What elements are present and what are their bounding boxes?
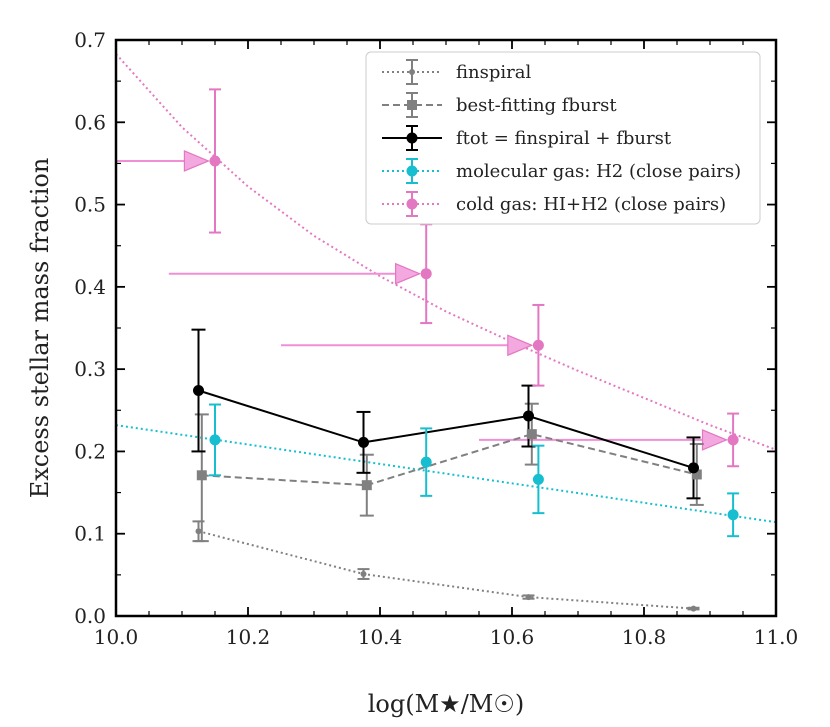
fburst-point [196, 470, 207, 481]
x-tick-label: 10.4 [358, 625, 403, 649]
legend-entry-fburst: best-fitting fburst [382, 92, 617, 118]
legend-label: cold gas: HI+H2 (close pairs) [456, 194, 726, 215]
molecular-gas-point [209, 434, 221, 446]
legend-entry-finspiral: finspiral [382, 59, 531, 85]
ftot-point [193, 385, 204, 397]
x-tick-label: 10.8 [622, 625, 667, 649]
x-axis-label: log(M★/M☉) [368, 690, 524, 718]
cold-gas-arrow-head [507, 334, 534, 357]
finspiral-point [525, 594, 532, 601]
legend-marker [406, 165, 418, 177]
fburst-point [361, 480, 372, 491]
legend-entry-cold-gas: cold gas: HI+H2 (close pairs) [382, 191, 726, 217]
cold-gas-point [727, 434, 739, 446]
cold-gas-point [209, 155, 221, 167]
y-tick-label: 0.0 [74, 604, 106, 628]
finspiral-point [360, 571, 367, 578]
y-tick-label: 0.1 [74, 522, 106, 546]
y-tick-label: 0.5 [74, 193, 106, 217]
legend-label: ftot = finspiral + fburst [456, 128, 672, 149]
legend-label: finspiral [456, 62, 531, 83]
legend-label: best-fitting fburst [456, 95, 617, 116]
legend-marker [407, 100, 417, 110]
cold-gas-fit-line [116, 53, 776, 451]
cold-gas-point [420, 268, 432, 280]
finspiral-point [690, 605, 697, 612]
cold-gas-arrow [168, 262, 422, 285]
finspiral-line [198, 530, 694, 610]
x-tick-label: 10.6 [490, 625, 535, 649]
legend-marker [406, 132, 418, 144]
ftot-point [358, 436, 369, 448]
legend-entry-molecular-gas: molecular gas: H2 (close pairs) [382, 158, 741, 184]
y-tick-label: 0.7 [74, 28, 106, 52]
x-tick-label: 11.0 [754, 625, 799, 649]
molecular-gas-point [420, 456, 432, 468]
finspiral-point [195, 528, 202, 535]
legend-box [365, 51, 761, 225]
cold-gas-arrow-head [183, 150, 210, 172]
molecular-gas-point [532, 473, 544, 485]
y-axis-label: Excess stellar mass fraction [26, 158, 54, 499]
cold-gas-arrow [479, 429, 729, 451]
legend-marker [409, 69, 415, 75]
cold-gas-arrow [116, 150, 210, 172]
y-tick-label: 0.4 [74, 275, 106, 299]
molecular-gas-fit-line [116, 424, 776, 524]
ftot-point [523, 410, 534, 422]
y-tick-label: 0.2 [74, 439, 106, 463]
x-tick-label: 10.2 [226, 625, 271, 649]
fburst-line [201, 433, 698, 487]
legend-label: molecular gas: H2 (close pairs) [456, 161, 741, 182]
cold-gas-arrow-head [701, 429, 729, 451]
fburst-point [691, 469, 702, 480]
cold-gas-arrow [281, 334, 534, 357]
fburst-point [526, 429, 537, 440]
cold-gas-point [532, 339, 544, 351]
x-tick-label: 10.0 [94, 625, 139, 649]
legend-marker [406, 198, 418, 210]
y-tick-label: 0.3 [74, 357, 106, 381]
y-tick-label: 0.6 [74, 110, 106, 134]
molecular-gas-point [727, 509, 739, 521]
ftot-point [688, 462, 699, 474]
ftot-line [198, 389, 694, 469]
cold-gas-arrow-head [395, 262, 422, 285]
legend-entry-ftot: ftot = finspiral + fburst [382, 125, 672, 151]
